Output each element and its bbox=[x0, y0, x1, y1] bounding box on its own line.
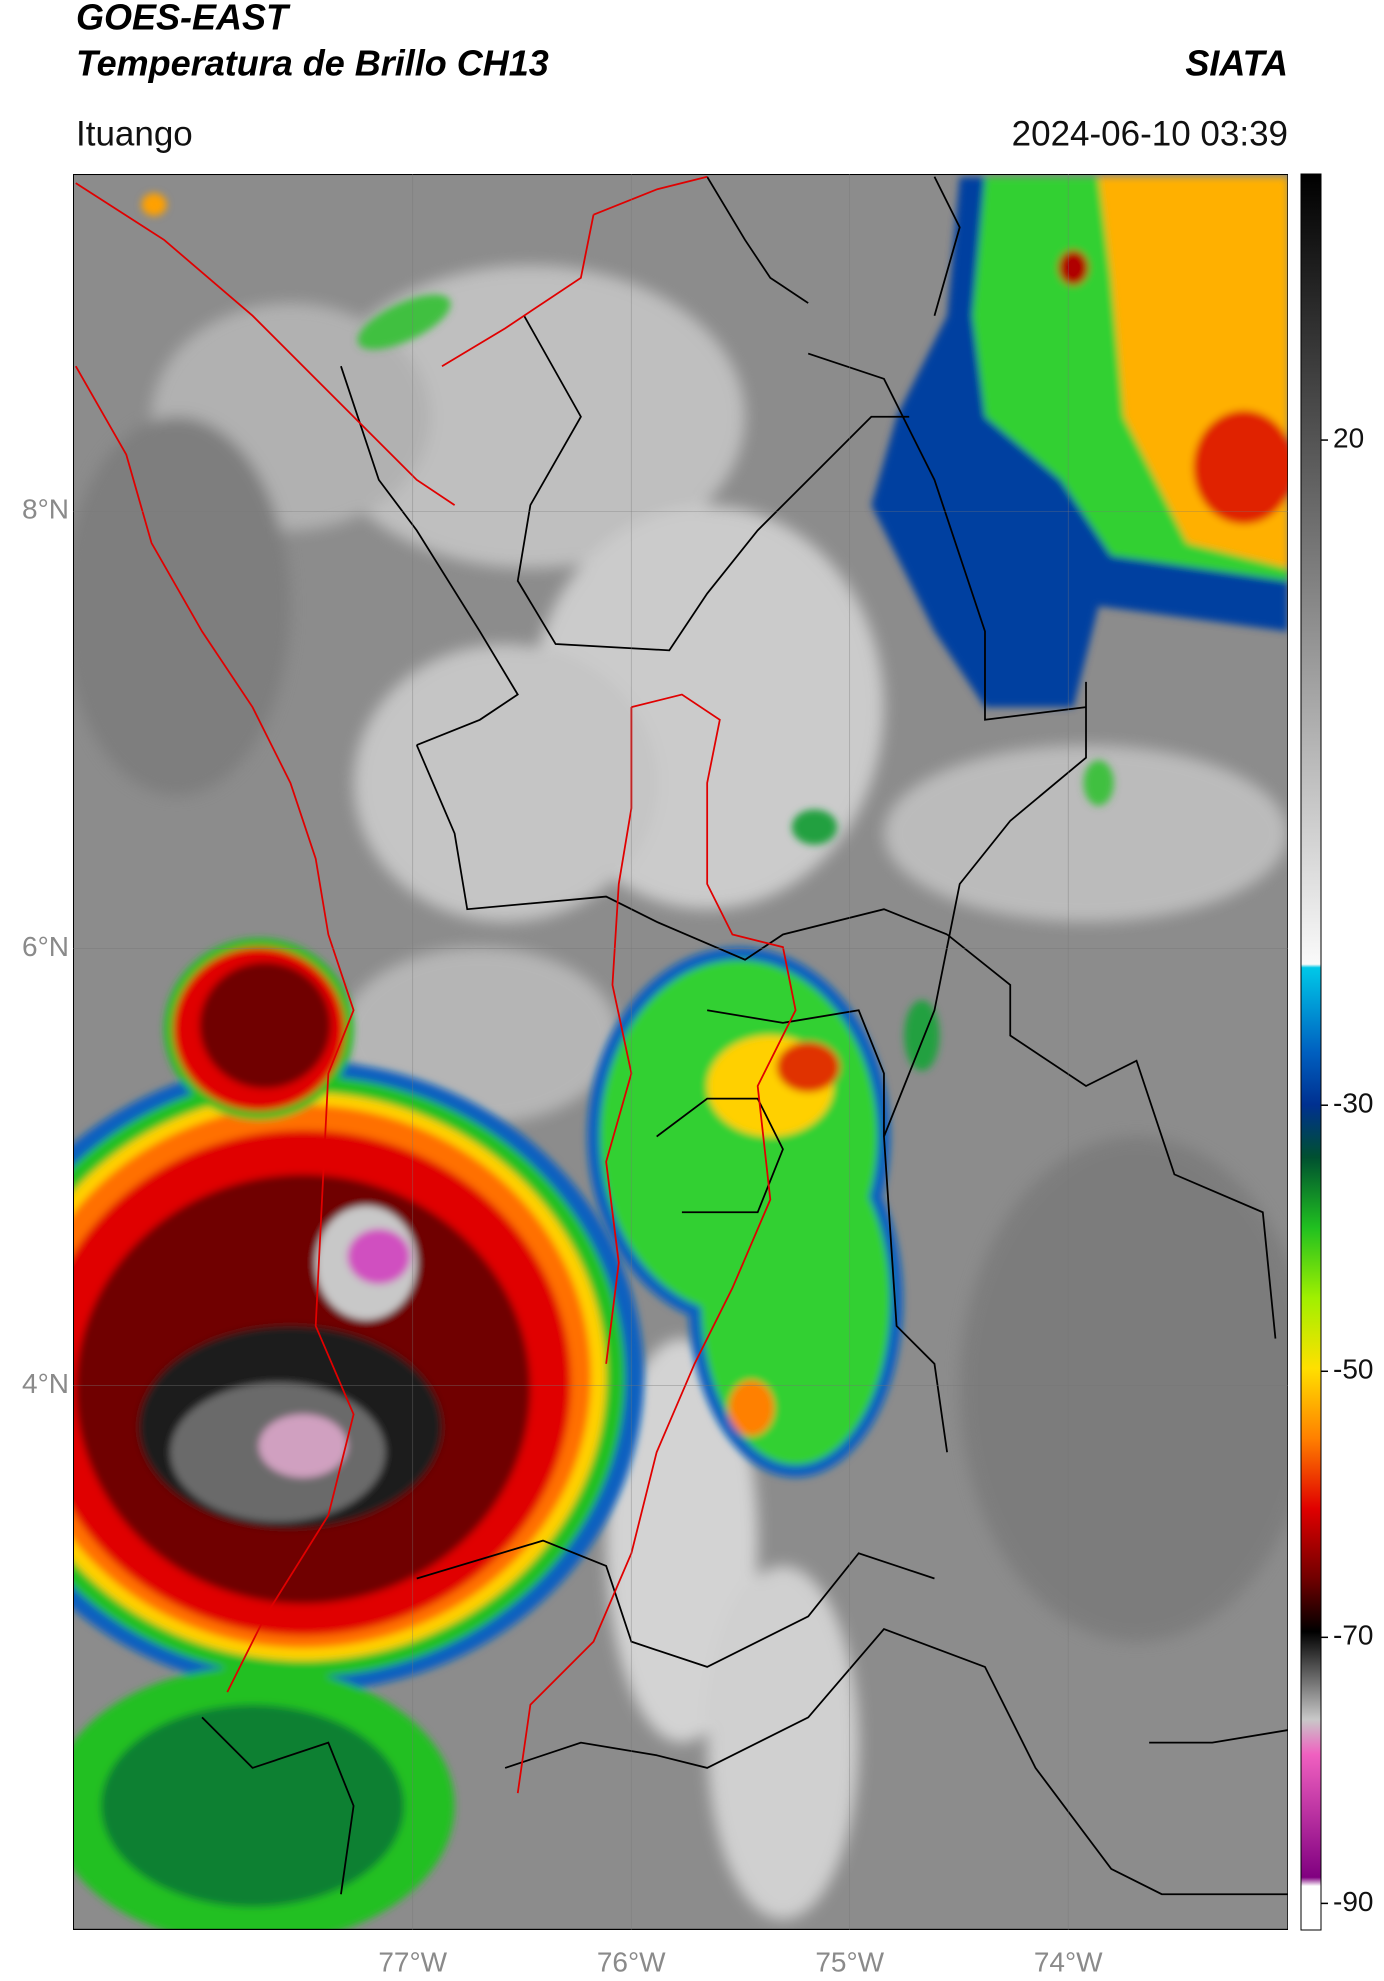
title: GOES-EAST bbox=[76, 0, 291, 38]
colorbar-tick-label: -50 bbox=[1333, 1354, 1373, 1385]
y-tick-label: 8°N bbox=[22, 494, 69, 525]
subtitle: Temperatura de Brillo CH13 bbox=[76, 43, 549, 84]
colorbar-tick-label: -90 bbox=[1333, 1886, 1373, 1917]
colorbar-tick-label: 20 bbox=[1333, 422, 1364, 453]
y-tick-label: 4°N bbox=[22, 1368, 69, 1399]
satellite-image bbox=[73, 174, 1288, 1930]
x-tick-label: 77°W bbox=[378, 1946, 447, 1977]
y-tick-label: 6°N bbox=[22, 931, 69, 962]
colorbar-tick-label: -30 bbox=[1333, 1088, 1373, 1119]
x-tick-label: 74°W bbox=[1034, 1946, 1103, 1977]
brand: SIATA bbox=[1185, 43, 1288, 84]
x-tick-label: 76°W bbox=[597, 1946, 666, 1977]
colorbar-tick-label: -70 bbox=[1333, 1620, 1373, 1651]
colorbar bbox=[1300, 173, 1322, 1931]
x-tick-label: 75°W bbox=[815, 1946, 884, 1977]
datetime: 2024-06-10 03:39 bbox=[1012, 114, 1288, 153]
location: Ituango bbox=[76, 114, 193, 153]
